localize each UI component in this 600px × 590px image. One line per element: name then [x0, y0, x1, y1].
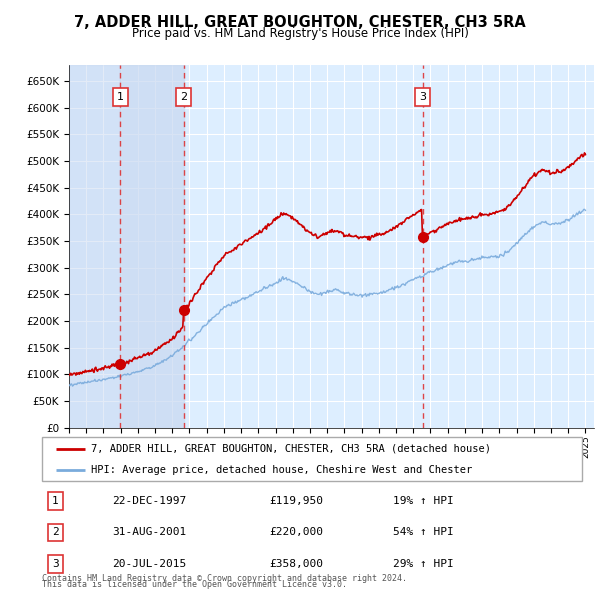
Text: 22-DEC-1997: 22-DEC-1997: [112, 496, 187, 506]
Text: 2: 2: [180, 92, 187, 102]
Text: 29% ↑ HPI: 29% ↑ HPI: [393, 559, 454, 569]
Text: 3: 3: [52, 559, 59, 569]
Text: £119,950: £119,950: [269, 496, 323, 506]
Text: HPI: Average price, detached house, Cheshire West and Chester: HPI: Average price, detached house, Ches…: [91, 465, 472, 475]
Text: £220,000: £220,000: [269, 527, 323, 537]
Text: 7, ADDER HILL, GREAT BOUGHTON, CHESTER, CH3 5RA: 7, ADDER HILL, GREAT BOUGHTON, CHESTER, …: [74, 15, 526, 30]
Bar: [69, 65, 120, 428]
Text: Contains HM Land Registry data © Crown copyright and database right 2024.: Contains HM Land Registry data © Crown c…: [42, 574, 407, 583]
Text: 20-JUL-2015: 20-JUL-2015: [112, 559, 187, 569]
Text: 1: 1: [52, 496, 59, 506]
Text: 54% ↑ HPI: 54% ↑ HPI: [393, 527, 454, 537]
Text: 31-AUG-2001: 31-AUG-2001: [112, 527, 187, 537]
Text: 7, ADDER HILL, GREAT BOUGHTON, CHESTER, CH3 5RA (detached house): 7, ADDER HILL, GREAT BOUGHTON, CHESTER, …: [91, 444, 491, 454]
Text: This data is licensed under the Open Government Licence v3.0.: This data is licensed under the Open Gov…: [42, 581, 347, 589]
Text: 3: 3: [419, 92, 426, 102]
Text: 2: 2: [52, 527, 59, 537]
Text: 19% ↑ HPI: 19% ↑ HPI: [393, 496, 454, 506]
FancyBboxPatch shape: [42, 437, 582, 481]
Text: Price paid vs. HM Land Registry's House Price Index (HPI): Price paid vs. HM Land Registry's House …: [131, 27, 469, 40]
Text: £358,000: £358,000: [269, 559, 323, 569]
Bar: [120, 65, 184, 428]
Text: 1: 1: [116, 92, 124, 102]
